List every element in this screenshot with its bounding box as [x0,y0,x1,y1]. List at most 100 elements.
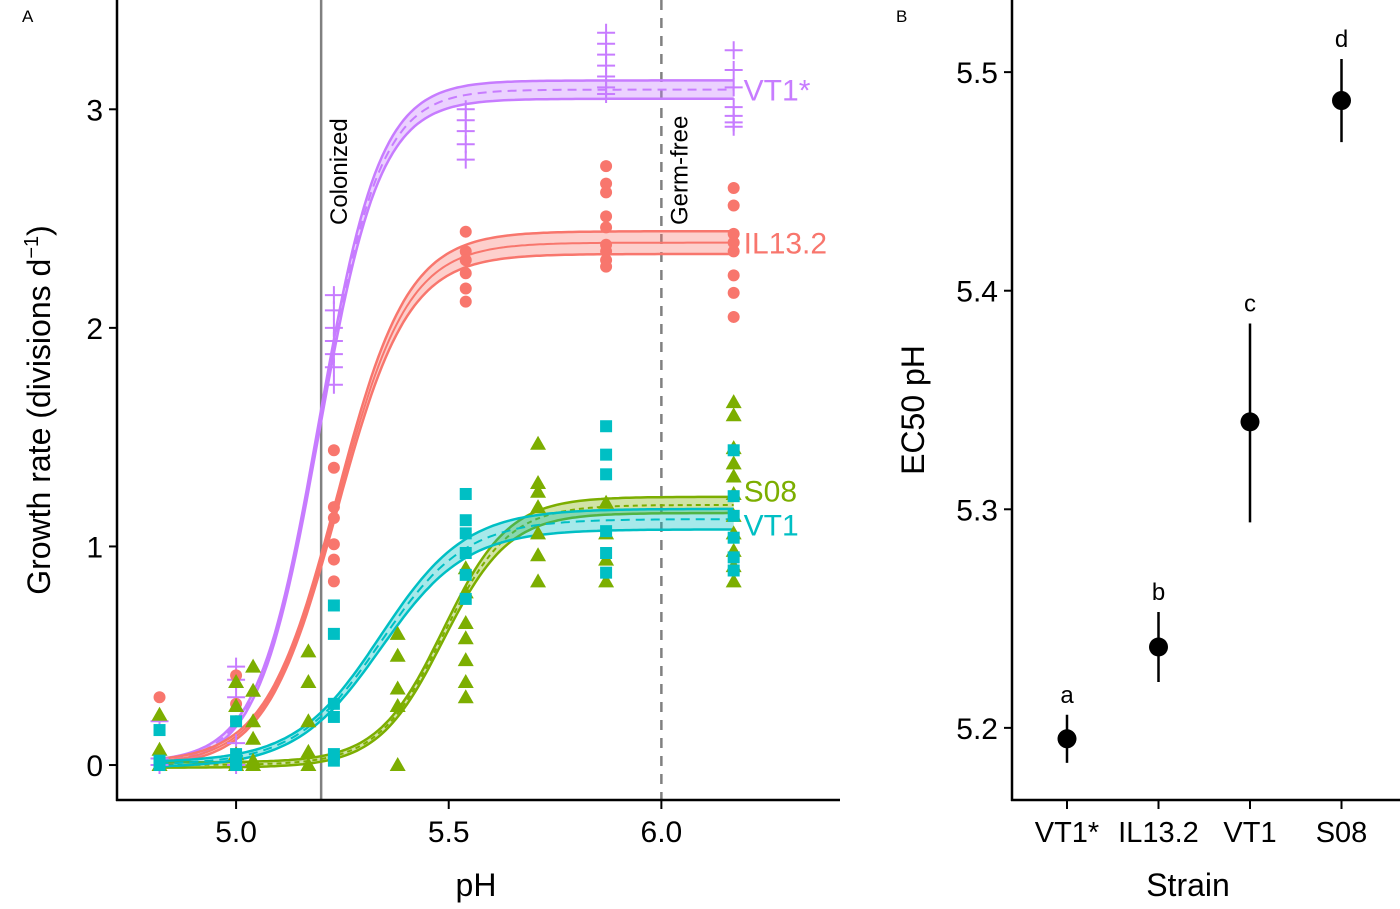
point-s08 [530,483,547,498]
point-vt1 [327,710,340,723]
point-il13-2 [727,181,740,194]
point-il13-2 [459,282,472,295]
points-il13-2 [153,160,740,728]
point-il13-2 [727,199,740,212]
fit-bands [159,79,734,769]
point-il13-2 [327,501,340,514]
point-s08 [300,757,317,772]
ec50-marks: a b c d [1057,26,1351,763]
fit-line-vt1 [159,88,734,763]
point-vt1 [727,531,740,544]
point-s08 [530,573,547,588]
point-s08 [151,741,168,756]
point-s08 [725,394,742,409]
point-il13-2 [727,245,740,258]
point-s08 [530,499,547,514]
point-s08 [245,730,262,745]
y-tick-label-a: 0 [86,750,103,783]
points-s08 [151,394,742,772]
point-vt1 [324,375,343,394]
point-s08 [457,689,474,704]
point-s08 [300,743,317,758]
point-il13-2 [600,245,613,258]
point-vt1 [459,514,472,527]
point-s08 [389,625,406,640]
point-vt1 [727,490,740,503]
y-tick-label-a: 1 [86,531,103,564]
point-il13-2 [600,210,613,223]
y-axis-label-a-text: Growth rate (divisions d [21,259,57,595]
y-axis-label-a: Growth rate (divisions d−1) [21,225,57,595]
group-letter-vt1: c [1244,290,1256,317]
data-points [150,23,743,775]
reference-label-colonized: Colonized [326,118,353,225]
point-vt1 [459,527,472,540]
point-il13-2 [727,310,740,323]
point-s08 [457,652,474,667]
point-s08 [389,757,406,772]
x-tick-label-b: S08 [1316,817,1368,849]
point-s08 [300,673,317,688]
point-il13-2 [600,186,613,199]
series-label-il13-2: IL13.2 [744,228,827,261]
point-vt1 [459,592,472,605]
point-vt1 [724,78,743,97]
point-vt1 [153,724,166,737]
x-axis-label-b: Strain [1146,867,1230,903]
y-tick-label-b: 5.2 [956,713,998,746]
point-il13-2 [727,286,740,299]
point-vt1 [327,697,340,710]
point-il13-2 [459,267,472,280]
fit-upper-vt1 [159,507,734,763]
point-vt1 [324,358,343,377]
points-vt1 [150,23,743,775]
point-vt1 [230,715,243,728]
point-s08 [530,475,547,490]
point-s08 [598,573,615,588]
point-s08 [598,494,615,509]
point-s08 [725,455,742,470]
series-label-s08: S08 [744,476,797,509]
point-il13-2 [327,575,340,588]
panel-b-label: B [896,7,907,26]
point-s08 [725,468,742,483]
point-s08 [245,713,262,728]
point-il13-2 [327,553,340,566]
point-il13-2 [600,221,613,234]
reference-label-germ-free: Germ-free [666,116,693,225]
reference-lines: Colonized Germ-free [319,0,693,800]
point-vt1 [324,301,343,320]
point-s08 [457,673,474,688]
fit-lower-vt1 [159,97,734,766]
group-letter-il13-2: b [1152,579,1165,606]
point-il13-2 [327,444,340,457]
point-s08 [725,573,742,588]
point-vt1 [724,60,743,79]
point-il13-2 [727,236,740,249]
point-s08 [300,713,317,728]
point-vt1 [724,117,743,136]
point-s08 [725,407,742,422]
ec50-point-vt1 [1240,412,1260,432]
point-s08 [228,698,245,713]
point-il13-2 [727,227,740,240]
point-il13-2 [459,254,472,267]
y-tick-label-b: 5.4 [956,276,998,309]
point-s08 [245,682,262,697]
point-il13-2 [727,269,740,282]
series-label-vt1: VT1* [744,75,811,108]
ec50-point-il13-2 [1149,637,1168,657]
y-axis-label-b: EC50 pH [895,345,931,475]
point-s08 [245,658,262,673]
point-s08 [530,435,547,450]
point-vt1 [324,286,343,305]
panel-b: B a b c d 5.2 5.3 5.4 5.5 VT1* IL13.2 VT1 S08 Stra… [895,0,1400,903]
x-tick-label-a: 6.0 [641,816,683,849]
point-vt1 [456,135,475,154]
point-s08 [389,680,406,695]
point-vt1 [327,627,340,640]
fit-lower-vt1 [159,528,734,768]
